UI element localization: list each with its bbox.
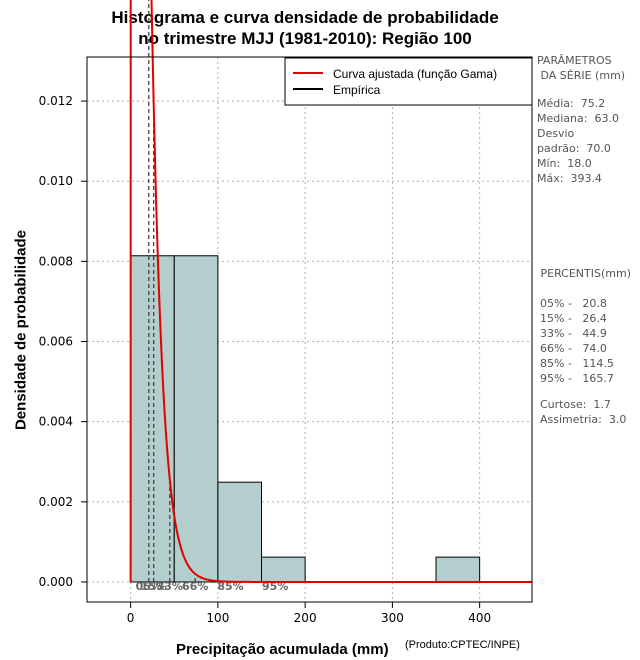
x-tick-label: 400 <box>468 611 491 625</box>
x-axis-label: Precipitação acumulada (mm) <box>176 641 389 658</box>
chart-title-line-2: no trimestre MJJ (1981-2010): Região 100 <box>138 29 472 48</box>
y-tick-label: 0.008 <box>39 254 73 268</box>
y-tick-label: 0.000 <box>39 575 73 589</box>
percentile-tick-label: 15% <box>140 580 166 593</box>
y-tick-label: 0.012 <box>39 94 73 108</box>
credit-label: (Produto:CPTEC/INPE) <box>405 639 520 651</box>
x-tick-label: 100 <box>206 611 229 625</box>
x-tick-label: 300 <box>381 611 404 625</box>
y-axis-label: Densidade de probabilidade <box>12 229 30 431</box>
axes: 0 100 200 300 400 0.000 0.002 0.004 0.006 0.008 0.… <box>39 56 533 625</box>
y-tick-label: 0.006 <box>39 335 73 349</box>
params-stats: Média: 75.2 Mediana: 63.0 Desvio padrão:… <box>537 97 619 185</box>
histogram-bar <box>435 556 481 583</box>
legend: Curva ajustada (função Gama) Empírica <box>284 57 533 106</box>
percentile-tick-label: 66% <box>182 580 208 593</box>
legend-label-curve: Curva ajustada (função Gama) <box>333 67 497 81</box>
percentis-values: 05% - 20.8 15% - 26.4 33% - 44.9 66% - 7… <box>540 297 614 385</box>
fitted-gamma-curve <box>129 0 532 583</box>
legend-label-empirical: Empírica <box>333 83 381 97</box>
x-tick-label: 0 <box>127 611 135 625</box>
percentile-tick-label: 33% <box>157 580 183 593</box>
histogram-bar <box>217 481 263 583</box>
histogram-bar <box>261 556 306 583</box>
plot-frame <box>86 56 533 603</box>
histogram-bars <box>130 255 532 583</box>
y-tick-label: 0.002 <box>39 495 73 509</box>
shape-stats: Curtose: 1.7 Assimetria: 3.0 <box>540 398 627 426</box>
x-tick-label: 200 <box>294 611 317 625</box>
percentile-lines: 05%15%33% 66% 85% 95% <box>136 0 288 593</box>
percentile-tick-label: 95% <box>262 580 288 593</box>
percentile-tick-label: 05% <box>136 580 162 593</box>
y-tick-label: 0.004 <box>39 415 73 429</box>
legend-box <box>284 57 533 106</box>
histogram-bar <box>173 255 219 583</box>
fitted-curve-layer <box>129 0 532 583</box>
chart-title-line-1: Histograma e curva densidade de probabil… <box>111 8 499 27</box>
percentis-header: PERCENTIS(mm) <box>537 267 631 280</box>
params-header: PARÂMETROS DA SÉRIE (mm) <box>537 54 626 82</box>
percentile-tick-label: 85% <box>217 580 243 593</box>
histogram-bar <box>130 255 175 583</box>
y-tick-label: 0.010 <box>39 174 73 188</box>
